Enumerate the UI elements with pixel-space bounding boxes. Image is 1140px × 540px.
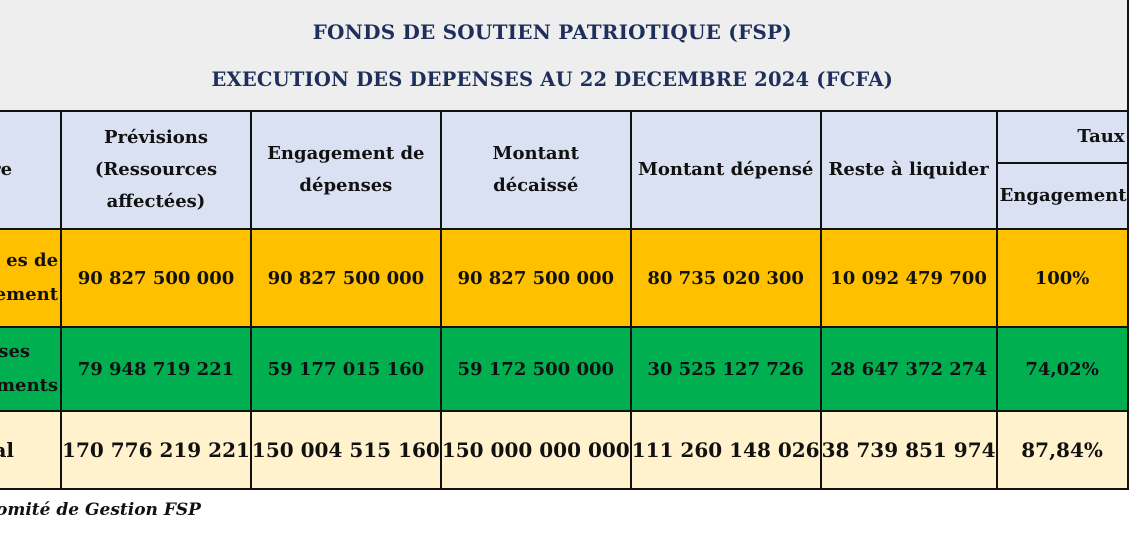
cell-engagement: 150 004 515 160 bbox=[249, 410, 442, 490]
execution-table: FONDS DE SOUTIEN PATRIOTIQUE (FSP) EXECU… bbox=[0, 0, 1129, 490]
header-depense: Montant dépensé bbox=[629, 110, 822, 230]
header-taux-engagement: Engagement bbox=[995, 162, 1129, 230]
header-row-1: ure Prévisions (Ressources affectées) En… bbox=[0, 110, 1129, 230]
header-decaisse-text: Montant décaissé bbox=[492, 143, 579, 196]
header-taux: Taux bbox=[995, 110, 1129, 164]
header-previsions-text: Prévisions (Ressources affectées) bbox=[94, 127, 218, 212]
cell-engagement: 59 177 015 160 bbox=[249, 326, 442, 412]
source-footer: omité de Gestion FSP bbox=[0, 500, 201, 520]
cell-taux: 74,02% bbox=[995, 326, 1129, 412]
cell-previsions: 90 827 500 000 bbox=[60, 228, 252, 328]
row-label-line1: al bbox=[0, 438, 15, 462]
row-label-line2: ements bbox=[0, 375, 59, 396]
table-title: FONDS DE SOUTIEN PATRIOTIQUE (FSP) EXECU… bbox=[0, 0, 1129, 112]
row-label-line1: es de bbox=[6, 250, 59, 271]
cell-reste: 28 647 372 274 bbox=[819, 326, 998, 412]
title-line-2: EXECUTION DES DEPENSES AU 22 DECEMBRE 20… bbox=[211, 67, 894, 91]
table-row: es de nement 90 827 500 000 90 827 500 0… bbox=[0, 228, 1129, 328]
header-reste: Reste à liquider bbox=[819, 110, 998, 230]
cell-taux: 87,84% bbox=[995, 410, 1129, 490]
title-row: FONDS DE SOUTIEN PATRIOTIQUE (FSP) EXECU… bbox=[0, 0, 1129, 112]
row-label: es de nement bbox=[0, 228, 63, 328]
header-row-2: Engagement bbox=[0, 162, 1129, 230]
title-line-1: FONDS DE SOUTIEN PATRIOTIQUE (FSP) bbox=[312, 19, 792, 44]
header-nature: ure bbox=[0, 110, 63, 230]
cell-reste: 10 092 479 700 bbox=[819, 228, 998, 328]
cell-decaisse: 150 000 000 000 bbox=[439, 410, 632, 490]
cell-depense: 111 260 148 026 bbox=[629, 410, 822, 490]
header-engagement-text: Engagement de dépenses bbox=[267, 143, 425, 196]
cell-decaisse: 90 827 500 000 bbox=[439, 228, 632, 328]
row-label: nses ements bbox=[0, 326, 63, 412]
cell-previsions: 79 948 719 221 bbox=[60, 326, 252, 412]
cell-decaisse: 59 172 500 000 bbox=[439, 326, 632, 412]
cell-depense: 80 735 020 300 bbox=[629, 228, 822, 328]
table-row: nses ements 79 948 719 221 59 177 015 16… bbox=[0, 326, 1129, 412]
row-label-line1: nses bbox=[0, 341, 31, 362]
cell-previsions: 170 776 219 221 bbox=[60, 410, 252, 490]
row-label: al bbox=[0, 410, 63, 490]
header-previsions: Prévisions (Ressources affectées) bbox=[60, 110, 252, 230]
row-label-line2: nement bbox=[0, 284, 59, 305]
cell-reste: 38 739 851 974 bbox=[819, 410, 998, 490]
cell-depense: 30 525 127 726 bbox=[629, 326, 822, 412]
header-decaisse: Montant décaissé bbox=[439, 110, 632, 230]
cell-taux: 100% bbox=[995, 228, 1129, 328]
table-row-total: al 170 776 219 221 150 004 515 160 150 0… bbox=[0, 410, 1129, 490]
header-engagement: Engagement de dépenses bbox=[249, 110, 442, 230]
cell-engagement: 90 827 500 000 bbox=[249, 228, 442, 328]
